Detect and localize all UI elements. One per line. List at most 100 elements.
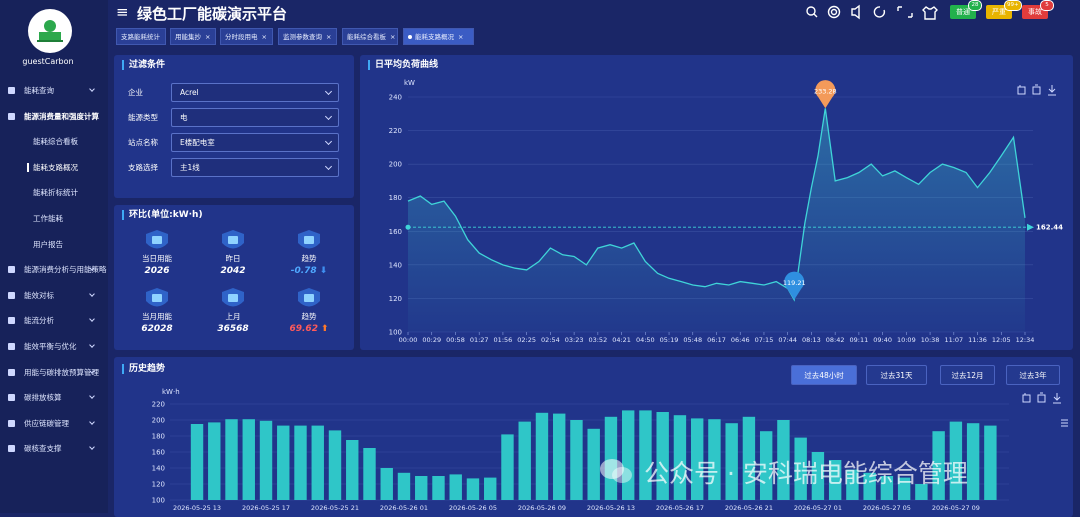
x-tick-label: 04:21 (612, 336, 631, 344)
bar (621, 410, 635, 500)
x-tick-label: 05:48 (683, 336, 702, 344)
panel-title: 环比(单位:kW·h) (122, 210, 203, 220)
menu-label: 能源消费分析与用能策略 (24, 265, 107, 275)
tab-close[interactable]: × (326, 33, 332, 41)
stat-value: 62028 (123, 324, 191, 334)
menu-item[interactable]: 能效对标 (0, 283, 108, 308)
tab-close[interactable]: × (205, 33, 211, 41)
area-fill (408, 108, 1025, 332)
period-button[interactable]: 过去3年 (1006, 365, 1060, 385)
bar (828, 460, 842, 500)
menu-item[interactable]: 能源消费量和强度计算 (0, 104, 108, 129)
menu-item[interactable]: 供应链碳管理 (0, 411, 108, 436)
y-tick-label: 120 (389, 295, 402, 303)
tab-label: 支路能耗统计 (121, 33, 160, 41)
min-marker (784, 271, 805, 300)
x-tick-label: 2026-05-26 09 (518, 504, 566, 512)
x-tick-label: 11:36 (968, 336, 987, 344)
tab-close[interactable]: × (261, 33, 267, 41)
period-button[interactable]: 过去48小时 (791, 365, 857, 385)
menu-item[interactable]: 能流分析 (0, 308, 108, 333)
x-tick-label: 03:23 (565, 336, 584, 344)
bar (915, 484, 928, 500)
x-tick-label: 00:00 (399, 336, 418, 344)
period-button[interactable]: 过去31天 (866, 365, 927, 385)
menu-toggle[interactable]: ≡ (116, 3, 129, 21)
stat-label: 昨日 (225, 254, 241, 263)
bar (897, 477, 911, 500)
filter-select[interactable]: 电 (171, 108, 339, 127)
x-tick-label: 00:29 (422, 336, 441, 344)
menu-item[interactable]: 能源消费分析与用能策略 (0, 257, 108, 282)
x-tick-label: 02:25 (517, 336, 536, 344)
submenu-item[interactable]: 能耗综合看板 (0, 129, 108, 154)
bar (466, 478, 480, 500)
menu-label: 能耗查询 (24, 86, 54, 95)
menu-label: 能效平衡与优化 (24, 342, 77, 351)
bar (759, 431, 773, 500)
submenu-item[interactable]: 工作能耗 (0, 206, 108, 231)
submenu-item[interactable]: 能耗折标统计 (0, 180, 108, 205)
app-title: 绿色工厂能碳演示平台 (137, 5, 288, 23)
tab[interactable]: 能耗支路概况 × (403, 28, 474, 45)
menu-item[interactable]: 碳排放核算 (0, 385, 108, 410)
submenu-item[interactable]: 用户报告 (0, 232, 108, 257)
x-tick-label: 12:34 (1016, 336, 1035, 344)
filter-select[interactable]: E楼配电室 (171, 133, 339, 152)
menu-item[interactable]: 能效平衡与优化 (0, 334, 108, 359)
x-tick-label: 2026-05-26 05 (449, 504, 497, 512)
filter-label: 站点名称 (128, 138, 158, 147)
bar (242, 419, 255, 500)
menu-icon (8, 445, 15, 453)
menu-item[interactable]: 碳核查支撑 (0, 436, 108, 461)
filter-panel: 过滤条件 企业 Acrel 能源类型 电站点名称 E楼配电室 支路选择 主1线 (114, 55, 354, 198)
filter-select[interactable]: 主1线 (171, 158, 339, 177)
tab-close[interactable]: × (390, 33, 396, 41)
x-tick-label: 09:40 (873, 336, 892, 344)
chart-toolbox[interactable] (1017, 84, 1068, 427)
tab[interactable]: 监测参数查询 × (278, 28, 337, 45)
tab[interactable]: 分时段用电 × (220, 28, 273, 45)
submenu-label: 能耗支路概况 (33, 162, 78, 172)
period-button[interactable]: 过去12月 (940, 365, 995, 385)
stat-value: -0.78 ⬇ (275, 266, 343, 276)
sidebar: guestCarbon 能耗查询 能源消费量和强度计算 能耗综合看板 能耗支路概况 能耗… (0, 0, 108, 513)
panel-title: 过滤条件 (122, 60, 165, 70)
y-tick-label: 160 (152, 449, 165, 457)
menu-item[interactable]: 能耗查询 (0, 78, 108, 103)
bar (966, 423, 980, 500)
bar (794, 437, 807, 500)
submenu-item[interactable]: 能耗支路概况 (0, 155, 108, 180)
bar (208, 422, 221, 500)
bar (501, 434, 514, 500)
x-tick-label: 06:17 (707, 336, 726, 344)
bar (363, 448, 376, 500)
average-arrow (1027, 223, 1034, 231)
alarm-count: 5 (1040, 0, 1054, 11)
menu-icon (8, 343, 15, 350)
stat-icon (144, 230, 170, 252)
bar (673, 415, 687, 500)
menu-label: 供应链碳管理 (24, 418, 69, 428)
tab-label: 能耗支路概况 (415, 33, 454, 41)
tab[interactable]: 能耗综合看板 × (342, 28, 398, 45)
x-tick-label: 08:42 (826, 336, 845, 344)
bar (535, 412, 549, 500)
tab[interactable]: 用能集抄 × (170, 28, 216, 45)
filter-select[interactable]: Acrel (171, 83, 339, 102)
y-tick-label: 120 (152, 481, 165, 489)
tab[interactable]: 支路能耗统计 (116, 28, 166, 45)
tab-dot (408, 35, 412, 39)
menu-item[interactable]: 用能与碳排放预算管理 (0, 360, 108, 385)
x-tick-label: 04:50 (636, 336, 655, 344)
stat-number: 69.62 (289, 324, 318, 334)
bar (656, 412, 669, 500)
bar (294, 425, 307, 500)
x-tick-label: 2026-05-26 01 (380, 504, 428, 512)
stat-label: 趋势 (301, 312, 317, 321)
stat-icon (296, 288, 322, 310)
bar (449, 474, 462, 500)
tab-close[interactable]: × (458, 33, 464, 41)
stat-icon (144, 288, 170, 310)
